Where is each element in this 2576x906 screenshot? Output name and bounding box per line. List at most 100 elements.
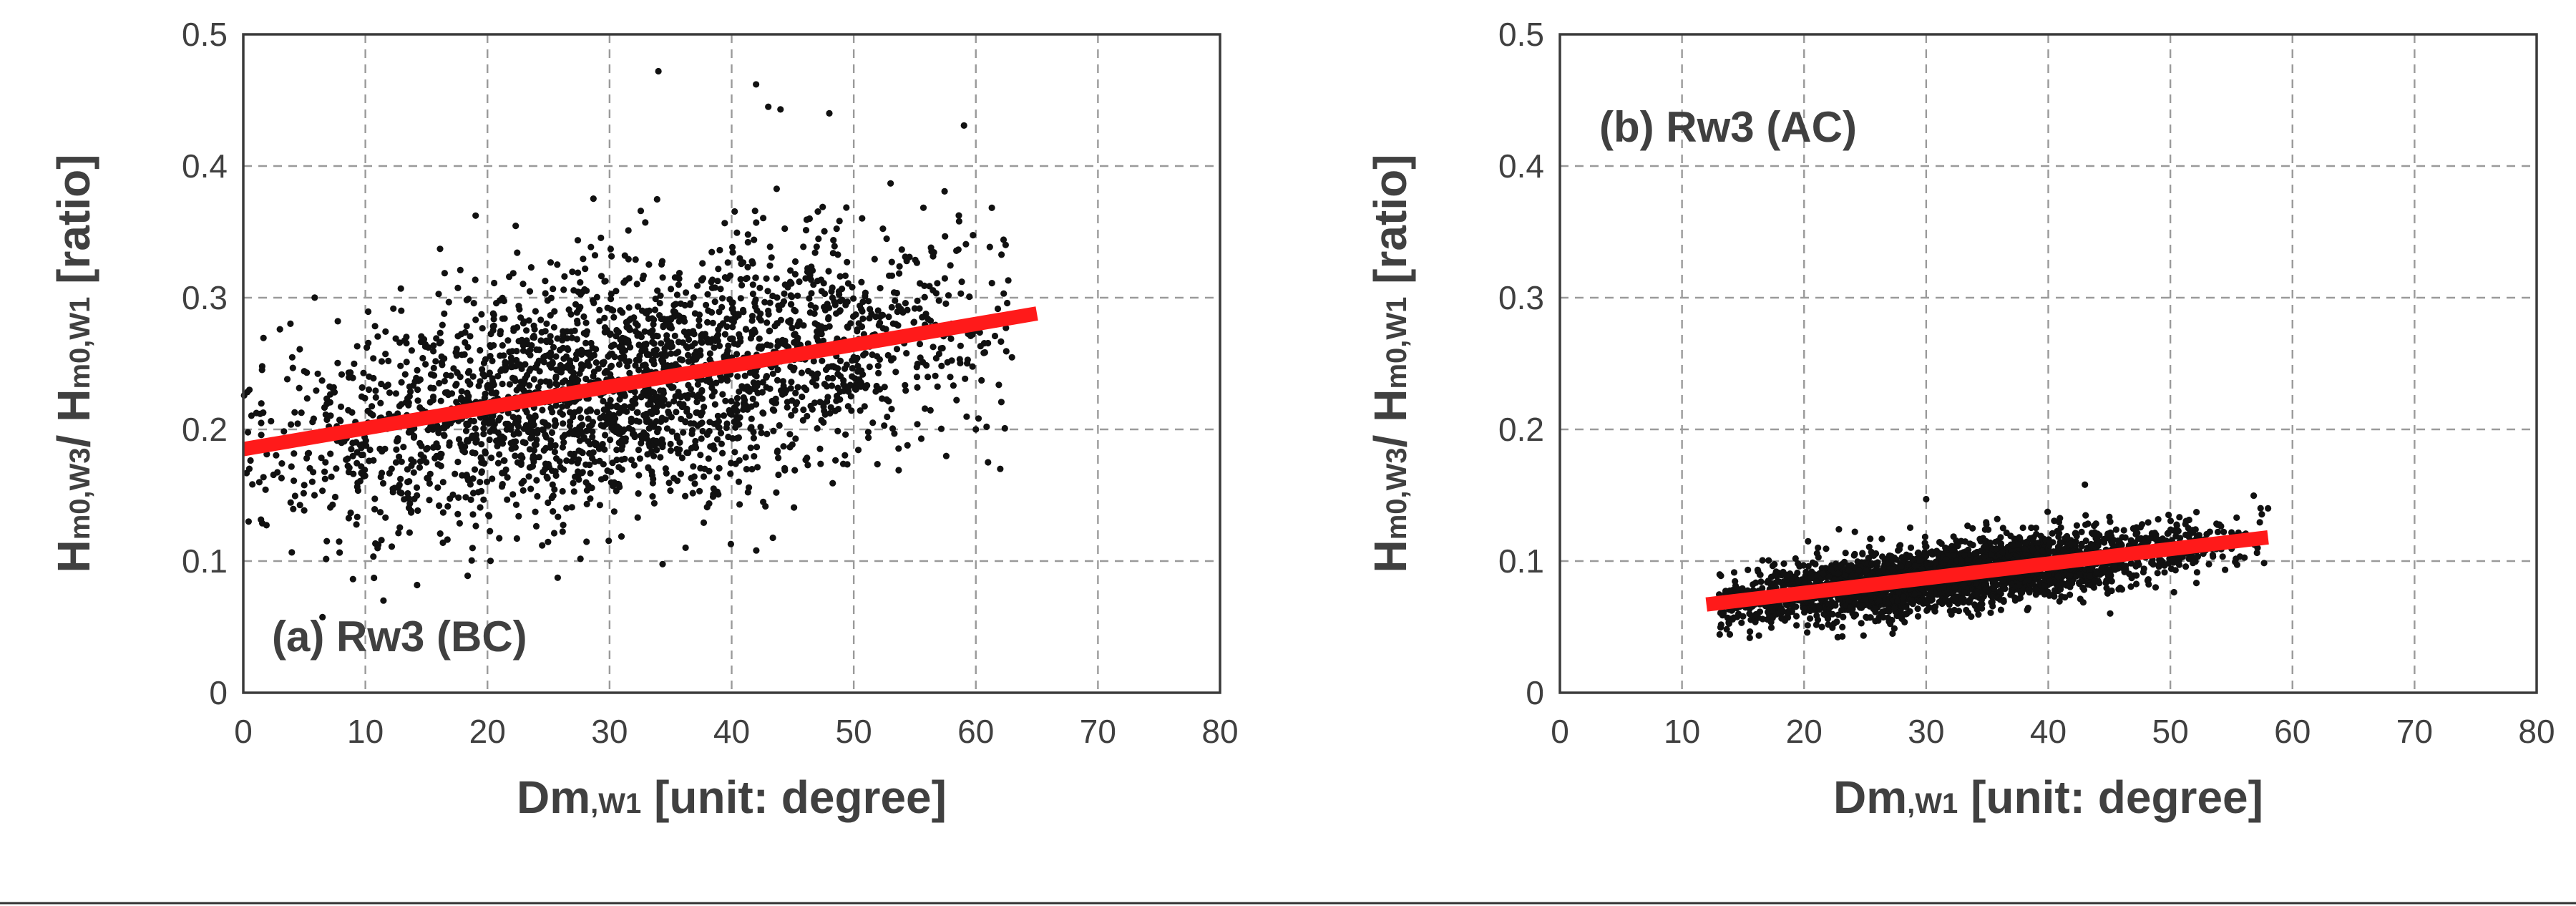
data-point xyxy=(489,375,496,382)
data-point xyxy=(410,469,417,476)
data-point xyxy=(866,363,873,371)
data-point xyxy=(862,289,869,296)
data-point xyxy=(648,357,655,364)
data-point xyxy=(604,467,611,474)
data-point xyxy=(260,334,267,341)
data-point xyxy=(414,507,421,515)
data-point xyxy=(861,403,868,410)
data-point xyxy=(635,472,643,479)
data-point xyxy=(817,460,824,467)
data-point xyxy=(753,307,761,314)
data-point xyxy=(365,386,373,394)
data-point xyxy=(255,479,263,486)
data-point xyxy=(786,431,794,438)
data-point xyxy=(701,404,708,411)
data-point xyxy=(544,297,551,304)
data-point xyxy=(437,338,444,346)
data-point xyxy=(608,253,615,260)
data-point xyxy=(289,364,296,371)
data-point xyxy=(374,545,381,552)
data-point xyxy=(445,391,452,399)
data-point xyxy=(464,344,472,351)
data-point xyxy=(417,451,424,459)
data-point xyxy=(916,305,923,312)
data-point xyxy=(779,391,786,398)
data-point xyxy=(715,326,722,333)
data-point xyxy=(962,375,969,382)
data-point xyxy=(480,430,487,438)
data-point xyxy=(735,478,743,485)
data-point xyxy=(935,297,942,304)
data-point xyxy=(841,272,849,279)
data-point xyxy=(643,308,650,315)
data-point xyxy=(803,386,810,394)
data-point xyxy=(997,399,1005,406)
data-point xyxy=(715,266,722,273)
data-point xyxy=(377,473,384,481)
data-point xyxy=(557,361,564,369)
data-point xyxy=(537,337,545,344)
data-point xyxy=(439,321,446,328)
data-point xyxy=(827,404,834,411)
data-point xyxy=(575,447,582,454)
data-point xyxy=(519,320,527,327)
data-point xyxy=(892,369,899,376)
data-point-outlier xyxy=(997,465,1004,472)
data-point xyxy=(672,301,680,308)
data-point xyxy=(591,458,599,465)
data-point xyxy=(280,428,288,435)
data-point xyxy=(1000,236,1008,243)
data-point xyxy=(496,451,503,458)
data-point xyxy=(542,444,550,452)
data-point xyxy=(685,351,692,359)
data-point xyxy=(703,504,711,511)
data-point xyxy=(2024,605,2031,612)
data-point xyxy=(1793,622,1800,629)
data-point xyxy=(485,512,492,519)
data-point xyxy=(645,401,652,408)
data-point xyxy=(575,376,582,384)
data-point xyxy=(783,387,790,394)
data-point xyxy=(542,432,549,439)
data-point xyxy=(794,292,801,299)
data-point xyxy=(667,440,674,448)
data-point xyxy=(268,417,275,425)
data-point xyxy=(1001,424,1008,432)
data-point xyxy=(1870,552,1878,559)
data-point xyxy=(731,208,738,215)
data-point xyxy=(382,383,389,390)
data-point xyxy=(2161,569,2168,576)
data-point xyxy=(748,317,756,324)
data-point xyxy=(610,313,618,321)
data-point xyxy=(717,286,724,293)
data-point xyxy=(2182,520,2189,528)
data-point xyxy=(868,311,875,318)
data-point xyxy=(645,315,653,322)
data-point xyxy=(748,424,755,431)
data-point xyxy=(774,342,781,350)
data-point xyxy=(653,195,660,203)
data-point xyxy=(675,338,683,346)
data-point xyxy=(736,388,743,395)
data-point xyxy=(657,454,664,461)
data-point xyxy=(957,342,964,349)
data-point xyxy=(789,324,796,331)
data-point xyxy=(927,244,935,251)
data-point xyxy=(582,375,590,383)
data-point xyxy=(857,379,864,386)
data-point xyxy=(854,362,862,370)
data-point xyxy=(509,374,517,381)
data-point xyxy=(774,447,781,454)
data-point xyxy=(413,374,420,381)
data-point xyxy=(477,479,484,486)
data-point xyxy=(672,393,679,400)
data-point xyxy=(413,484,421,492)
data-point xyxy=(566,379,573,386)
data-point xyxy=(596,318,603,325)
data-point xyxy=(590,195,597,203)
data-point xyxy=(653,437,660,445)
data-point xyxy=(575,269,582,276)
data-point xyxy=(397,475,404,482)
data-point xyxy=(358,452,365,459)
